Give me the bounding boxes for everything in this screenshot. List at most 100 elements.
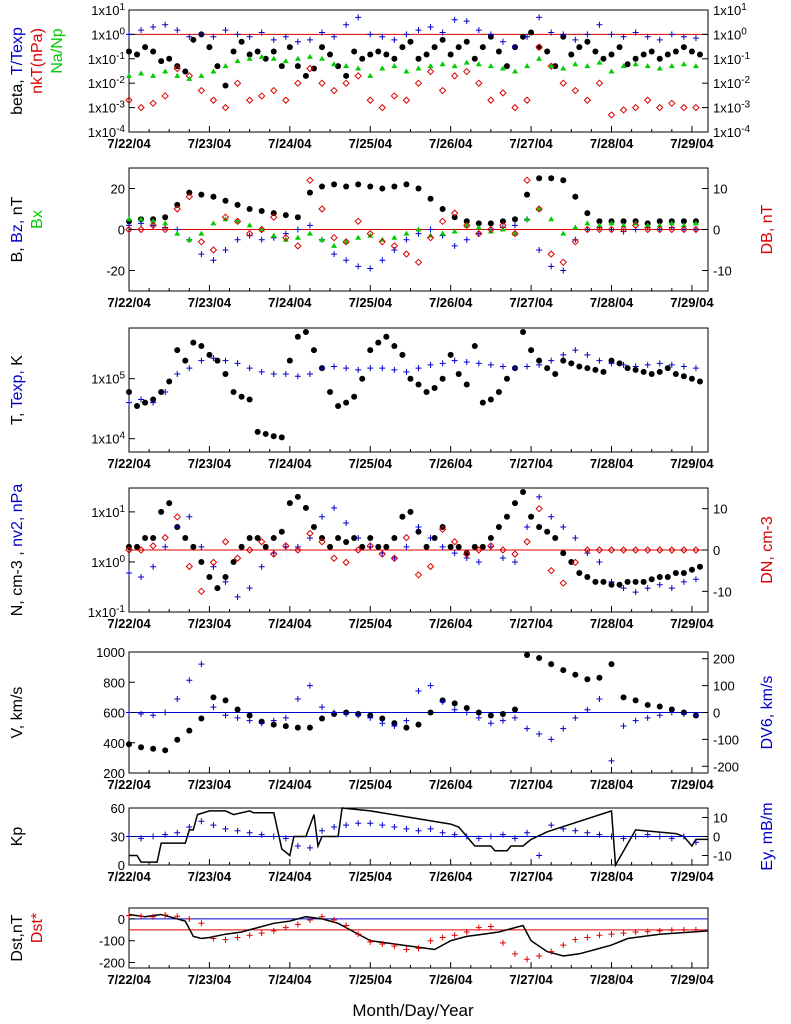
data-point xyxy=(390,554,399,562)
x-tick-label: 7/29/04 xyxy=(670,869,714,884)
data-point xyxy=(375,543,382,550)
data-point xyxy=(548,357,555,364)
data-point xyxy=(656,65,663,71)
data-point xyxy=(182,357,189,364)
data-point xyxy=(560,177,567,184)
data-point xyxy=(415,523,422,530)
data-point xyxy=(680,33,687,40)
data-point xyxy=(399,513,406,520)
x-tick-label: 7/24/04 xyxy=(268,869,312,884)
data-point xyxy=(278,434,285,441)
y-axis-label: T, Texp, K xyxy=(9,355,26,425)
data-point xyxy=(343,539,350,546)
data-point xyxy=(572,714,579,721)
data-point xyxy=(692,576,699,583)
data-point xyxy=(150,48,157,55)
data-point xyxy=(234,58,241,64)
data-point xyxy=(234,236,241,243)
data-point xyxy=(495,48,502,55)
data-point xyxy=(451,214,458,221)
data-point xyxy=(523,176,531,185)
data-point xyxy=(680,546,688,554)
data-point xyxy=(403,724,410,731)
data-point xyxy=(463,709,470,716)
data-point xyxy=(656,218,663,225)
data-point xyxy=(631,221,640,230)
data-point xyxy=(632,717,639,724)
data-point xyxy=(294,546,302,554)
data-point xyxy=(282,230,289,237)
data-point xyxy=(319,365,325,372)
y-tick-label: 1x10-1 xyxy=(713,51,751,67)
data-point xyxy=(596,357,603,364)
data-point xyxy=(403,717,410,724)
data-point xyxy=(552,63,559,70)
data-point xyxy=(644,222,651,228)
series-dst- xyxy=(126,911,699,963)
data-point xyxy=(572,224,579,230)
data-point xyxy=(463,550,470,557)
data-point xyxy=(487,361,494,368)
data-point xyxy=(390,92,399,100)
data-point xyxy=(548,513,555,520)
data-point xyxy=(142,535,149,542)
data-point xyxy=(331,181,338,188)
data-point xyxy=(499,38,506,45)
data-point xyxy=(351,48,358,55)
data-point xyxy=(583,96,592,104)
x-tick-label: 7/25/04 xyxy=(349,136,393,151)
data-point xyxy=(230,558,237,565)
data-point xyxy=(463,222,470,228)
data-point xyxy=(125,96,133,104)
data-point xyxy=(355,234,362,240)
data-point xyxy=(319,183,325,190)
data-point xyxy=(427,682,434,689)
data-point xyxy=(246,206,253,212)
data-point xyxy=(487,833,494,840)
data-point xyxy=(487,542,495,550)
data-point xyxy=(596,218,603,225)
data-point xyxy=(198,72,205,78)
data-point xyxy=(391,824,398,830)
data-point xyxy=(391,183,398,190)
data-point xyxy=(426,233,435,242)
data-point xyxy=(162,389,169,396)
data-point xyxy=(126,31,132,38)
data-point xyxy=(174,696,181,703)
data-point xyxy=(475,924,482,931)
data-point xyxy=(528,29,535,36)
data-point xyxy=(640,578,647,585)
data-point xyxy=(186,824,193,830)
y-tick-label: 1000 xyxy=(96,645,125,660)
data-point xyxy=(222,27,229,34)
data-point xyxy=(451,228,458,234)
data-point xyxy=(246,829,253,836)
data-point xyxy=(640,51,647,58)
data-point xyxy=(198,543,205,550)
data-point xyxy=(210,355,217,362)
data-point xyxy=(620,218,627,225)
data-point xyxy=(270,550,278,558)
data-point xyxy=(524,523,531,530)
data-point xyxy=(294,696,301,703)
data-point xyxy=(138,70,145,76)
data-point xyxy=(198,230,205,236)
y-tick-label: -20 xyxy=(106,264,125,279)
data-point xyxy=(282,370,289,377)
panel-frame xyxy=(128,9,709,133)
data-point xyxy=(258,930,265,937)
data-point xyxy=(233,554,242,562)
data-point xyxy=(294,333,301,340)
data-point xyxy=(668,220,675,226)
data-point xyxy=(548,661,555,668)
data-point xyxy=(584,38,591,45)
data-point xyxy=(503,513,510,520)
x-tick-label: 7/29/04 xyxy=(670,136,714,151)
data-point xyxy=(257,538,266,546)
x-tick-label: 7/26/04 xyxy=(429,777,473,792)
data-point xyxy=(391,63,398,69)
data-point xyxy=(173,513,181,521)
data-point xyxy=(366,542,374,550)
data-point xyxy=(616,581,623,588)
data-point xyxy=(351,393,358,400)
